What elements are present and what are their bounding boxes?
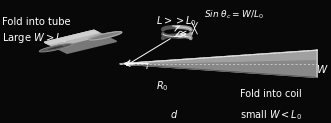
Ellipse shape	[89, 32, 122, 40]
Text: $W$: $W$	[315, 63, 328, 75]
Text: Fold into coil: Fold into coil	[240, 89, 302, 99]
Polygon shape	[44, 30, 104, 47]
Text: $d$: $d$	[169, 108, 178, 120]
Polygon shape	[44, 30, 117, 53]
Text: $Sin\ \theta_c = W/L_0$: $Sin\ \theta_c = W/L_0$	[204, 8, 263, 21]
Polygon shape	[120, 50, 317, 64]
Text: Large $W > L_0$: Large $W > L_0$	[2, 31, 67, 45]
Text: Fold into tube: Fold into tube	[2, 17, 70, 27]
Ellipse shape	[47, 46, 65, 50]
Polygon shape	[44, 30, 99, 44]
Polygon shape	[120, 50, 317, 64]
Text: small $W<L_0$: small $W<L_0$	[240, 108, 302, 122]
Text: $l$: $l$	[145, 59, 149, 71]
Text: $L>>L_0$: $L>>L_0$	[156, 15, 197, 29]
Ellipse shape	[39, 44, 72, 52]
Polygon shape	[120, 50, 317, 77]
Text: $R_0$: $R_0$	[157, 79, 169, 93]
Polygon shape	[120, 64, 317, 77]
